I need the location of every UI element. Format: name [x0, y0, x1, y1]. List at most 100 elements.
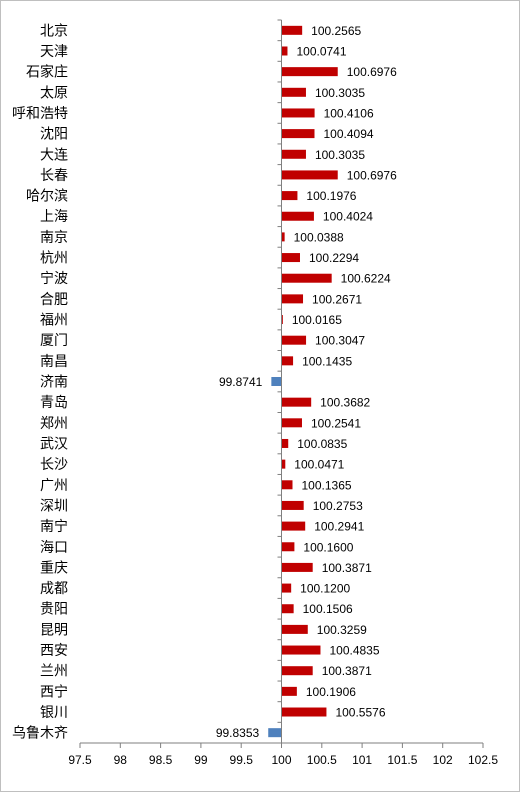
bar [281, 604, 294, 614]
bar [281, 707, 327, 717]
bar [281, 624, 308, 634]
category-label: 南宁 [40, 518, 68, 534]
data-label: 100.2565 [311, 24, 361, 38]
category-label: 福州 [40, 312, 68, 328]
bar [281, 583, 292, 593]
data-label: 100.6976 [347, 65, 397, 79]
category-label: 厦门 [40, 332, 68, 348]
data-label: 100.3871 [322, 664, 372, 678]
category-label: 上海 [40, 208, 68, 224]
x-tick-label: 100 [271, 753, 291, 767]
category-label: 沈阳 [40, 126, 68, 142]
bar [281, 562, 313, 572]
data-label: 100.3682 [320, 396, 370, 410]
data-label: 100.3047 [315, 334, 365, 348]
bar [271, 377, 282, 386]
x-tick-label: 102.5 [468, 753, 498, 767]
bar [281, 232, 285, 242]
x-tick-label: 101 [352, 753, 372, 767]
category-label: 南昌 [40, 353, 68, 369]
category-label: 合肥 [40, 291, 68, 307]
category-label: 重庆 [40, 559, 68, 575]
x-tick-label: 98.5 [149, 753, 173, 767]
data-label: 100.2941 [314, 520, 364, 534]
data-label: 99.8741 [219, 375, 263, 389]
data-label: 100.2294 [309, 251, 359, 265]
bar [281, 686, 297, 696]
data-label: 100.1506 [303, 602, 353, 616]
data-label: 100.0471 [294, 458, 344, 472]
category-label: 西宁 [40, 683, 68, 699]
category-label: 北京 [40, 22, 68, 38]
category-label: 郑州 [40, 415, 68, 431]
bar [281, 397, 312, 407]
data-label: 100.4094 [324, 127, 374, 141]
bar [281, 521, 306, 531]
data-label: 100.1365 [302, 478, 352, 492]
axes-layer: 97.5 98 98.5 99 99.5 100 100.5 101 101.5 102 102.5 [68, 19, 498, 767]
category-label: 青岛 [40, 394, 68, 410]
x-tick-label: 99.5 [230, 753, 254, 767]
x-tick-label: 99 [194, 753, 208, 767]
category-label: 昆明 [40, 621, 68, 637]
x-tick-label: 100.5 [307, 753, 337, 767]
data-label: 100.3035 [315, 148, 365, 162]
x-tick-label: 101.5 [387, 753, 417, 767]
category-label: 杭州 [40, 250, 68, 266]
bar [281, 149, 306, 159]
category-label: 宁波 [40, 270, 68, 286]
bar [281, 459, 286, 469]
x-tick-label: 97.5 [68, 753, 92, 767]
x-tick-label: 98 [114, 753, 128, 767]
bar [281, 253, 300, 263]
category-label: 大连 [40, 146, 68, 162]
data-label: 100.3871 [322, 561, 372, 575]
category-label: 海口 [40, 539, 68, 555]
bar [281, 418, 302, 428]
data-label: 100.1600 [303, 540, 353, 554]
category-label: 南京 [40, 229, 68, 245]
data-label: 100.0165 [292, 313, 342, 327]
bar [281, 25, 303, 35]
data-label: 100.2541 [311, 416, 361, 430]
bar [281, 315, 283, 325]
data-label: 100.3259 [317, 623, 367, 637]
data-label: 100.4024 [323, 210, 373, 224]
bars-layer [268, 25, 338, 738]
data-label: 100.1906 [306, 685, 356, 699]
bar [281, 480, 293, 490]
category-labels-layer: 北京天津石家庄太原呼和浩特沈阳大连长春哈尔滨上海南京杭州宁波合肥福州厦门南昌济南… [12, 22, 68, 740]
data-label: 100.0835 [297, 437, 347, 451]
bar [281, 191, 298, 201]
data-label: 100.6976 [347, 168, 397, 182]
category-label: 西安 [40, 642, 68, 658]
data-labels-layer: 100.2565100.0741100.6976100.3035100.4106… [216, 24, 397, 740]
bar [281, 129, 315, 139]
category-label: 乌鲁木齐 [12, 725, 68, 741]
category-label: 天津 [40, 43, 68, 59]
data-label: 100.1976 [306, 189, 356, 203]
bar [281, 666, 313, 676]
data-label: 100.2753 [313, 499, 363, 513]
bar [281, 170, 338, 180]
data-label: 100.6224 [341, 272, 391, 286]
data-label: 100.3035 [315, 86, 365, 100]
category-label: 兰州 [40, 663, 68, 679]
bar [281, 438, 289, 448]
bar [281, 500, 304, 510]
bar [281, 87, 306, 97]
x-tick-label: 102 [433, 753, 453, 767]
bar [281, 46, 288, 56]
data-label: 100.0388 [294, 230, 344, 244]
bar [281, 294, 304, 304]
bar [281, 108, 315, 118]
bar [281, 67, 338, 77]
data-label: 100.5576 [335, 706, 385, 720]
category-label: 长沙 [40, 456, 68, 472]
bar [281, 356, 294, 366]
category-label: 呼和浩特 [12, 105, 68, 121]
data-label: 100.2671 [312, 292, 362, 306]
bar [281, 645, 321, 655]
data-label: 100.1200 [300, 582, 350, 596]
